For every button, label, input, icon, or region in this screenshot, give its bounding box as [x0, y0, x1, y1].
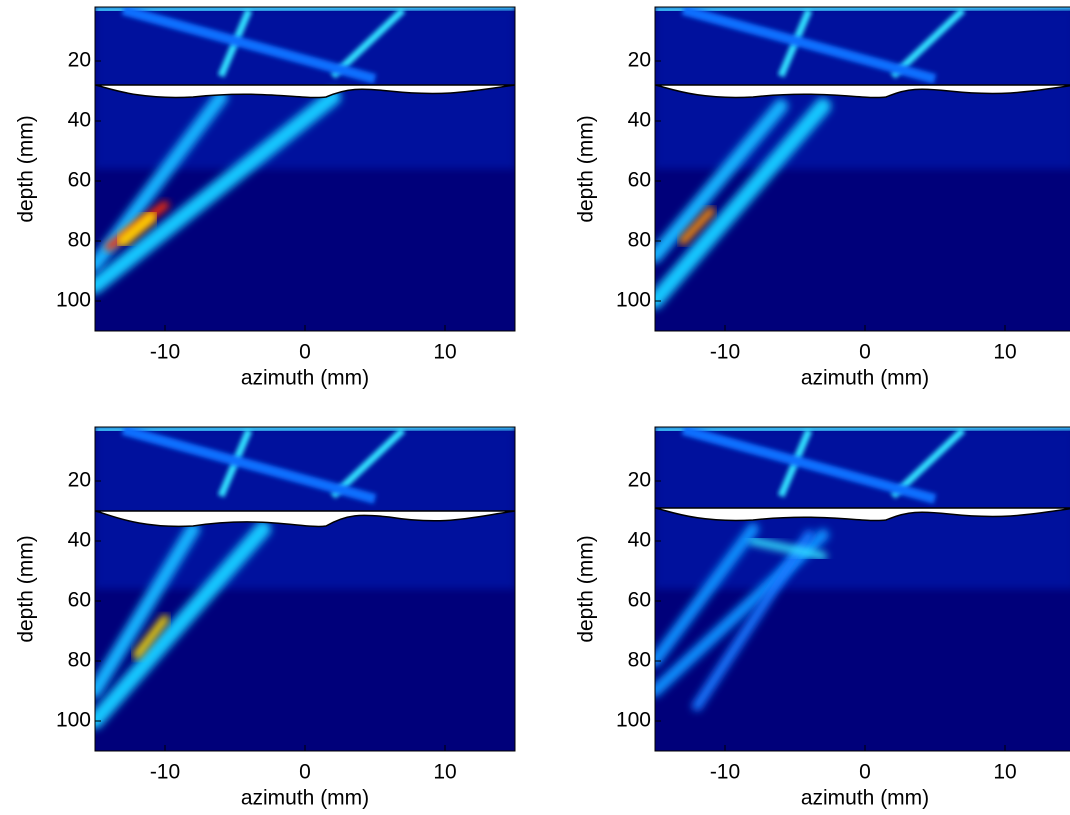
x-axis-label: azimuth (mm)	[801, 367, 929, 390]
y-axis-label: depth (mm)	[15, 535, 38, 642]
y-tick-label: 40	[628, 529, 651, 552]
heatmap-streak	[121, 7, 377, 84]
x-tick-label: -10	[150, 341, 180, 364]
y-tick-label: 20	[628, 49, 651, 72]
y-tick-label: 60	[628, 589, 651, 612]
heatmap-image	[95, 7, 515, 331]
y-tick-label: 100	[616, 289, 651, 312]
x-axis-label: azimuth (mm)	[801, 787, 929, 810]
y-axis-label: depth (mm)	[575, 535, 598, 642]
y-tick-label: 80	[628, 229, 651, 252]
x-tick-label: -10	[150, 761, 180, 784]
panel: -10 0 10 20 40 60 80 100 azimuth (mm) depth (mm)	[575, 6, 1070, 390]
y-tick-label: 60	[628, 169, 651, 192]
lens-interface	[655, 84, 1070, 99]
y-tick-label: 40	[628, 109, 651, 132]
panel: -10 0 10 20 40 60 80 100 azimuth (mm) depth (mm)	[575, 426, 1070, 810]
y-tick-label: 100	[616, 709, 651, 732]
heatmap-streak	[692, 530, 814, 711]
heatmap-streak	[890, 427, 966, 499]
panel: -10 0 10 20 40 60 80 100 azimuth (mm) depth (mm)	[15, 6, 516, 390]
y-tick-label: 20	[628, 469, 651, 492]
lens-interface	[95, 510, 515, 528]
heatmap-image	[655, 427, 1070, 751]
y-tick-label: 60	[68, 589, 91, 612]
y-tick-label: 20	[68, 469, 91, 492]
heatmap-streak	[681, 427, 937, 504]
y-tick-label: 40	[68, 109, 91, 132]
x-tick-label: -10	[710, 341, 740, 364]
heatmap-streak	[679, 207, 715, 245]
heatmap-streak	[681, 7, 937, 84]
heatmap-streak	[95, 521, 271, 729]
heatmap-streak	[330, 7, 406, 79]
y-tick-label: 20	[68, 49, 91, 72]
x-tick-label: 10	[433, 761, 456, 784]
heatmap-image	[655, 7, 1070, 331]
heatmap-streak	[117, 211, 157, 247]
y-tick-label: 60	[68, 169, 91, 192]
x-tick-label: 0	[859, 761, 871, 784]
y-tick-label: 80	[628, 649, 651, 672]
heatmap-image	[95, 427, 515, 751]
y-tick-label: 100	[56, 709, 91, 732]
heatmap-streak	[133, 615, 169, 659]
x-tick-label: -10	[710, 761, 740, 784]
y-tick-label: 80	[68, 649, 91, 672]
y-axis-label: depth (mm)	[575, 115, 598, 222]
y-axis-label: depth (mm)	[15, 115, 38, 222]
x-tick-label: 10	[433, 341, 456, 364]
x-tick-label: 10	[993, 761, 1016, 784]
x-tick-label: 0	[299, 341, 311, 364]
x-tick-label: 0	[859, 341, 871, 364]
x-tick-label: 0	[299, 761, 311, 784]
heatmap-streak	[655, 98, 831, 309]
heatmap-glow	[95, 427, 515, 589]
lens-interface	[95, 84, 515, 99]
x-axis-label: azimuth (mm)	[241, 787, 369, 810]
y-tick-label: 100	[56, 289, 91, 312]
heatmap-streak	[890, 7, 966, 79]
y-tick-label: 80	[68, 229, 91, 252]
heatmap-streak	[330, 427, 406, 499]
y-tick-label: 40	[68, 529, 91, 552]
panel: -10 0 10 20 40 60 80 100 azimuth (mm) depth (mm)	[15, 426, 516, 810]
heatmap-streak	[655, 523, 759, 667]
heatmap-streak	[121, 427, 377, 504]
lens-interface	[655, 507, 1070, 522]
heatmap-streak	[655, 99, 788, 263]
x-axis-label: azimuth (mm)	[241, 367, 369, 390]
heatmap-streak	[95, 522, 200, 698]
heatmap-streak	[749, 537, 827, 560]
heatmap-streak	[95, 89, 341, 294]
x-tick-label: 10	[993, 341, 1016, 364]
